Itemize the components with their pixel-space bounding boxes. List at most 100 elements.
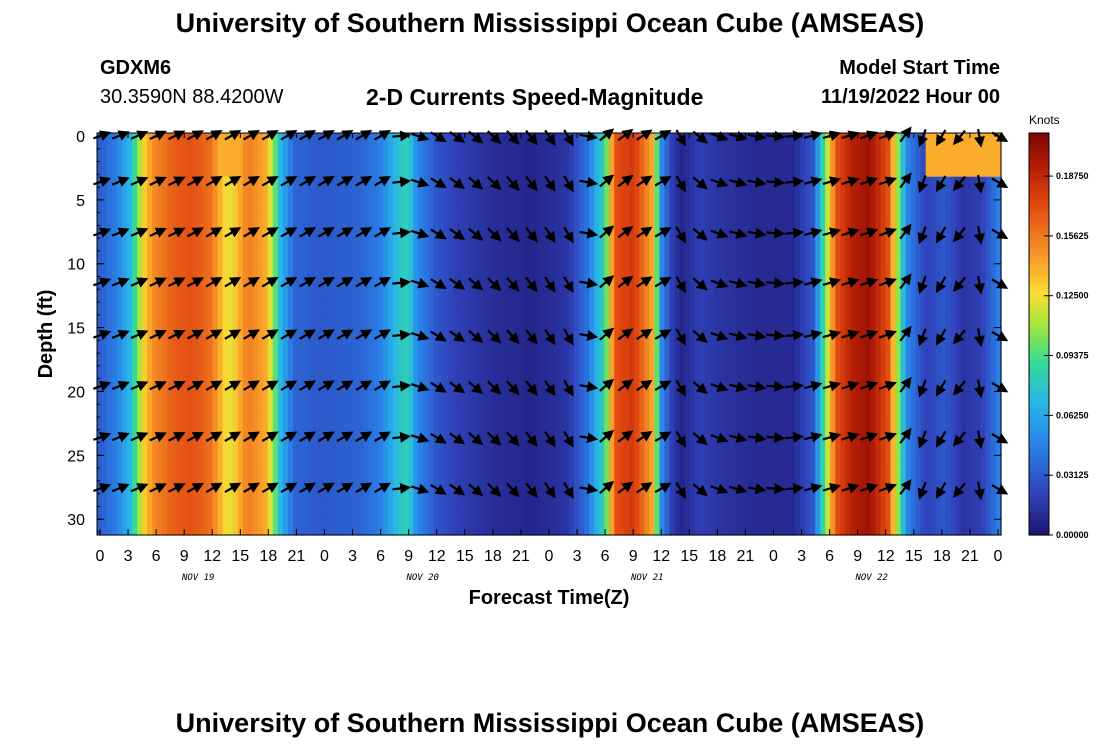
- heatmap-cell: [523, 500, 530, 510]
- heatmap-cell: [343, 517, 349, 527]
- heatmap-cell: [277, 264, 284, 274]
- heatmap-cell: [488, 150, 495, 160]
- heatmap-cell: [297, 473, 304, 484]
- heatmap-cell: [569, 473, 575, 484]
- heatmap-cell: [247, 500, 254, 510]
- heatmap-cell: [222, 229, 229, 239]
- heatmap-cell: [287, 351, 294, 361]
- heatmap-cell: [162, 517, 168, 527]
- heatmap-cell: [388, 141, 394, 152]
- heatmap-cell: [543, 395, 550, 405]
- heatmap-cell: [237, 482, 244, 492]
- heatmap-cell: [473, 491, 480, 501]
- heatmap-cell: [538, 482, 545, 492]
- heatmap-cell: [594, 456, 600, 466]
- heatmap-cell: [328, 159, 334, 169]
- heatmap-cell: [182, 307, 188, 318]
- heatmap-cell: [393, 377, 399, 388]
- heatmap-cell: [629, 412, 635, 422]
- heatmap-cell: [307, 299, 314, 309]
- heatmap-cell: [297, 482, 304, 492]
- heatmap-cell: [634, 482, 640, 492]
- heatmap-cell: [393, 272, 399, 283]
- heatmap-cell: [363, 237, 369, 248]
- heatmap-cell: [498, 237, 505, 248]
- heatmap-cell: [538, 430, 545, 440]
- heatmap-cell: [333, 281, 339, 291]
- heatmap-cell: [629, 526, 635, 536]
- heatmap-cell: [639, 246, 646, 256]
- heatmap-cell: [418, 264, 425, 274]
- heatmap-cell: [584, 307, 590, 318]
- heatmap-cell: [287, 220, 294, 230]
- heatmap-cell: [122, 194, 128, 204]
- heatmap-cell: [257, 185, 264, 195]
- heatmap-cell: [302, 159, 309, 169]
- heatmap-cell: [353, 473, 359, 484]
- heatmap-cell: [247, 368, 254, 379]
- heatmap-cell: [302, 360, 309, 370]
- heatmap-cell: [604, 368, 610, 379]
- heatmap-cell: [458, 255, 465, 265]
- heatmap-cell: [528, 220, 535, 230]
- heatmap-cell: [538, 290, 545, 300]
- heatmap-cell: [317, 517, 324, 527]
- heatmap-cell: [393, 185, 399, 195]
- heatmap-cell: [398, 185, 404, 195]
- heatmap-cell: [192, 202, 199, 213]
- heatmap-cell: [554, 290, 560, 300]
- heatmap-cell: [488, 237, 495, 248]
- heatmap-cell: [338, 316, 344, 326]
- heatmap-cell: [297, 368, 304, 379]
- heatmap-cell: [388, 211, 394, 221]
- heatmap-cell: [237, 377, 244, 388]
- heatmap-cell: [543, 412, 550, 422]
- heatmap-cell: [634, 237, 640, 248]
- heatmap-cell: [614, 185, 620, 195]
- heatmap-cell: [282, 159, 289, 169]
- heatmap-cell: [398, 220, 404, 230]
- heatmap-cell: [177, 491, 183, 501]
- heatmap-cell: [167, 237, 173, 248]
- heatmap-cell: [192, 447, 199, 457]
- heatmap-cell: [147, 325, 153, 335]
- heatmap-cell: [533, 342, 540, 353]
- heatmap-cell: [272, 220, 279, 230]
- heatmap-cell: [227, 150, 234, 160]
- heatmap-cell: [202, 456, 209, 466]
- heatmap-cell: [453, 517, 460, 527]
- heatmap-cell: [448, 386, 455, 396]
- heatmap-cell: [549, 421, 555, 431]
- heatmap-cell: [197, 272, 204, 283]
- heatmap-cell: [207, 500, 214, 510]
- heatmap-cell: [418, 500, 425, 510]
- heatmap-cell: [323, 517, 329, 527]
- heatmap-cell: [604, 526, 610, 536]
- heatmap-cell: [533, 325, 540, 335]
- heatmap-cell: [207, 167, 214, 178]
- heatmap-cell: [614, 141, 620, 152]
- heatmap-cell: [192, 237, 199, 248]
- heatmap-cell: [408, 351, 414, 361]
- heatmap-cell: [478, 456, 485, 466]
- heatmap-cell: [217, 133, 224, 143]
- heatmap-cell: [538, 229, 545, 239]
- heatmap-cell: [629, 430, 635, 440]
- heatmap-cell: [242, 299, 249, 309]
- heatmap-cell: [187, 491, 194, 501]
- heatmap-cell: [152, 141, 158, 152]
- heatmap-cell: [363, 264, 369, 274]
- heatmap-cell: [132, 403, 138, 414]
- heatmap-cell: [187, 281, 194, 291]
- heatmap-cell: [398, 211, 404, 221]
- heatmap-cell: [589, 194, 595, 204]
- heatmap-cell: [292, 307, 299, 318]
- heatmap-cell: [348, 334, 354, 344]
- heatmap-cell: [533, 508, 540, 519]
- heatmap-cell: [614, 246, 620, 256]
- heatmap-cell: [247, 220, 254, 230]
- heatmap-cell: [418, 307, 425, 318]
- heatmap-cell: [272, 325, 279, 335]
- heatmap-cell: [353, 342, 359, 353]
- heatmap-cell: [438, 412, 445, 422]
